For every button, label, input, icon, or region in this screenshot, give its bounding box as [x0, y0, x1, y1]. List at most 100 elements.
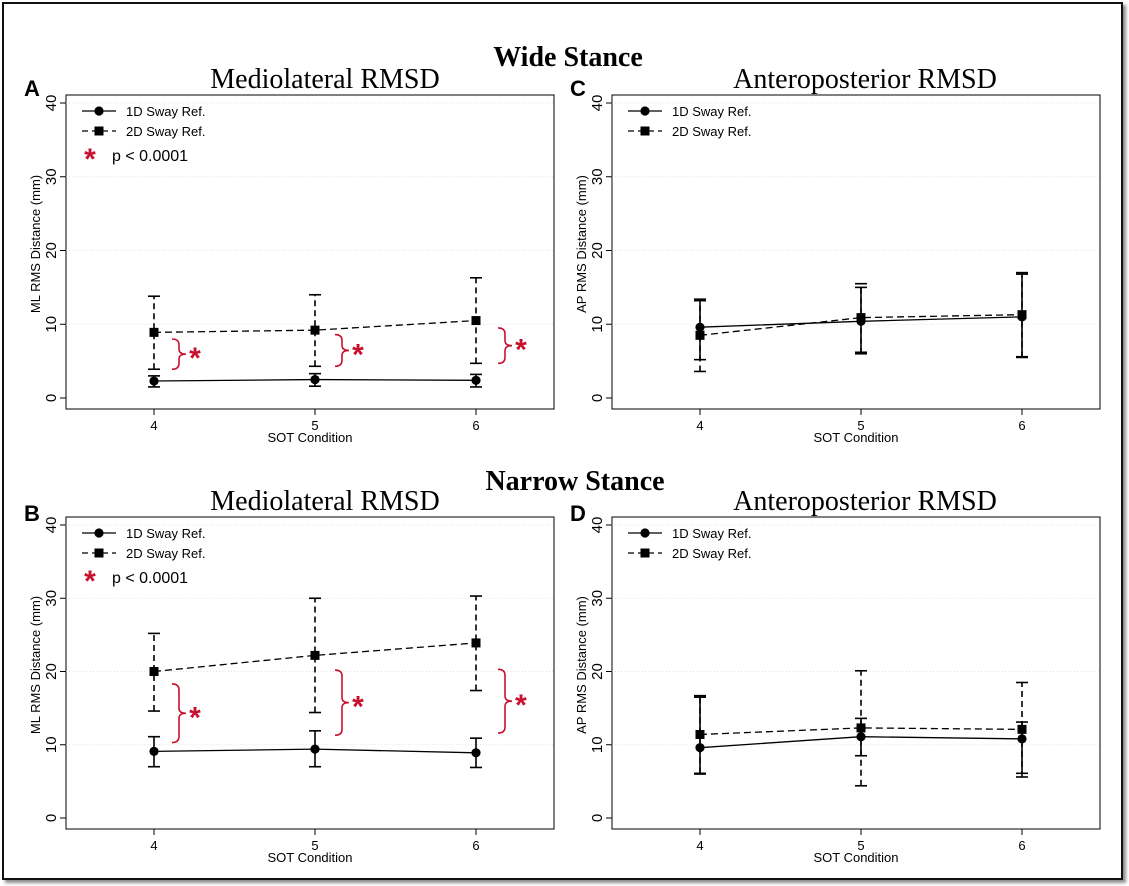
legend-significance-star: *: [84, 143, 96, 176]
panel-letter: D: [570, 501, 586, 526]
data-point: [1017, 310, 1027, 320]
data-point: [149, 376, 159, 386]
x-tick-label: 4: [696, 418, 703, 433]
significance-bracket: [171, 683, 187, 744]
legend-label: 1D Sway Ref.: [672, 104, 751, 119]
significance-bracket: [497, 668, 513, 734]
significance-star: *: [189, 701, 201, 734]
significance-star: *: [515, 689, 527, 722]
chart-title: Mediolateral RMSD: [210, 64, 439, 95]
data-point: [310, 374, 320, 385]
data-point: [1017, 724, 1027, 734]
data-point: [856, 723, 866, 733]
y-tick-label: 30: [589, 590, 606, 607]
series-1: [148, 730, 482, 769]
y-tick-label: 30: [43, 168, 60, 185]
legend: 1D Sway Ref. 2D Sway Ref.: [628, 526, 751, 561]
data-point: [695, 729, 705, 739]
significance-bracket: [334, 333, 350, 368]
legend-marker-square: [640, 548, 650, 558]
data-point: [471, 316, 481, 326]
chart-panel-a: 0 10 20 30 40 4 5 6 SOT Condition ML RMS Distance…: [24, 64, 555, 445]
data-point: [310, 650, 320, 660]
significance-star: *: [189, 342, 201, 375]
series-line: [699, 314, 1023, 336]
series-2: [694, 271, 1028, 373]
y-axis-label: AP RMS Distance (mm): [574, 175, 589, 313]
x-tick-label: 6: [472, 838, 479, 853]
legend-marker-circle: [640, 528, 650, 538]
panel-letter: A: [24, 76, 40, 101]
y-tick-label: 10: [43, 736, 60, 753]
x-tick-label: 5: [311, 838, 318, 853]
significance-bracket: [334, 669, 350, 737]
series-line: [153, 642, 477, 673]
x-axis-label: SOT Condition: [813, 850, 898, 865]
y-tick-label: 0: [43, 394, 60, 402]
data-point: [310, 325, 320, 335]
legend: 1D Sway Ref. 2D Sway Ref. * p < 0.0001: [82, 526, 205, 598]
plot-area: [611, 94, 1101, 410]
chart-panel-b: 0 10 20 30 40 4 5 6 SOT Condition ML RMS Distance…: [24, 486, 555, 865]
significance-bracket: [497, 327, 513, 365]
legend: 1D Sway Ref. 2D Sway Ref.: [628, 104, 751, 139]
chart-title: Anteroposterior RMSD: [733, 64, 997, 95]
x-tick-label: 4: [150, 418, 157, 433]
plot-area: [65, 516, 555, 830]
y-axis-label: ML RMS Distance (mm): [28, 596, 43, 734]
x-tick-label: 6: [472, 418, 479, 433]
legend-significance-star: *: [84, 565, 96, 598]
series-2: [148, 276, 482, 371]
series-1: [148, 372, 482, 388]
data-point: [471, 375, 481, 385]
significance-star: *: [352, 691, 364, 724]
y-tick-label: 40: [43, 95, 60, 112]
series-line: [699, 727, 1023, 736]
legend-label: 1D Sway Ref.: [672, 526, 751, 541]
y-axis-label: ML RMS Distance (mm): [28, 175, 43, 313]
plot-area: [65, 94, 555, 410]
legend-significance-label: p < 0.0001: [112, 148, 188, 165]
x-axis-label: SOT Condition: [267, 430, 352, 445]
data-point: [149, 667, 159, 676]
x-axis-label: SOT Condition: [813, 430, 898, 445]
legend-label: 2D Sway Ref.: [672, 124, 751, 139]
data-point: [310, 744, 320, 754]
chart-panel-c: 0 10 20 30 40 4 5 6 SOT Condition AP RMS Distance…: [570, 64, 1101, 445]
y-tick-label: 0: [589, 394, 606, 402]
legend-label: 2D Sway Ref.: [126, 124, 205, 139]
chart-title: Anteroposterior RMSD: [733, 486, 997, 517]
significance-bracket: [171, 338, 187, 371]
row-title-narrow: Narrow Stance: [485, 466, 664, 497]
data-point: [695, 330, 705, 340]
y-tick-label: 0: [43, 814, 60, 822]
significance-star: *: [352, 338, 364, 371]
significance-star: *: [515, 334, 527, 367]
legend-marker-square: [94, 126, 104, 136]
y-tick-label: 20: [43, 242, 60, 259]
data-point: [856, 732, 866, 742]
y-tick-label: 10: [589, 316, 606, 333]
legend-marker-circle: [640, 106, 650, 116]
legend-marker-circle: [94, 528, 104, 538]
y-tick-label: 0: [589, 814, 606, 822]
x-tick-label: 4: [696, 838, 703, 853]
legend-marker-square: [640, 126, 650, 136]
y-axis-label: AP RMS Distance (mm): [574, 596, 589, 734]
row-title-wide: Wide Stance: [493, 42, 643, 73]
x-tick-label: 4: [150, 838, 157, 853]
x-tick-label: 6: [1018, 418, 1025, 433]
legend-marker-square: [94, 548, 104, 558]
chart-panel-d: 0 10 20 30 40 4 5 6 SOT Condition AP RMS Distance…: [570, 486, 1101, 865]
data-point: [149, 746, 159, 756]
legend-label: 1D Sway Ref.: [126, 104, 205, 119]
x-tick-label: 5: [857, 838, 864, 853]
data-point: [149, 327, 159, 337]
x-tick-label: 6: [1018, 838, 1025, 853]
y-tick-label: 20: [43, 663, 60, 680]
plot-area: [611, 516, 1101, 830]
y-tick-label: 10: [589, 736, 606, 753]
x-axis-label: SOT Condition: [267, 850, 352, 865]
